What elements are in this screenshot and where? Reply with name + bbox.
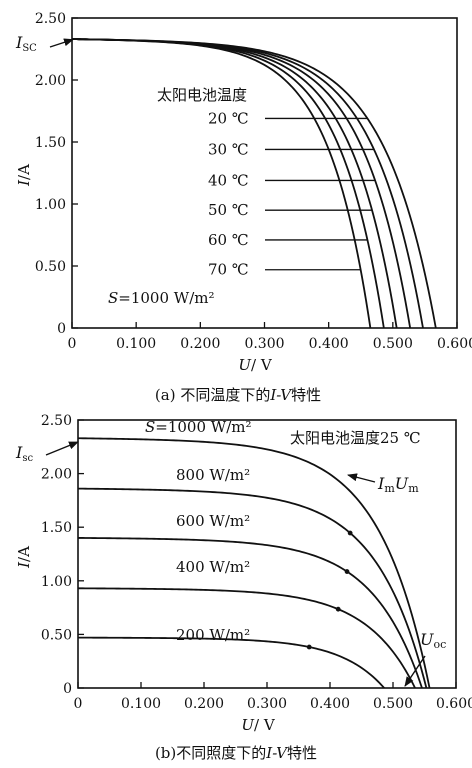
caption-a: (a) 不同温度下的I-V特性: [155, 386, 321, 404]
iv-curves: [77, 437, 431, 689]
x-tick-label: 0.200: [180, 336, 220, 352]
iv-curves: [71, 38, 437, 329]
irradiance-label-2: 600 W/m²: [176, 512, 250, 530]
irradiance-label-3: 400 W/m²: [176, 558, 250, 576]
x-tick-label: 0: [74, 696, 83, 712]
y-tick-label: 0.50: [35, 259, 66, 275]
temperature-label-4: 60 ℃: [208, 231, 249, 249]
legend-title: 太阳电池温度: [157, 86, 247, 104]
panel-a-temperature-chart: 0 0.50 1.00 1.50 2.00 2.50 0 0.100 0.200 0.300 0.…: [15, 11, 472, 404]
iv-curve-1: [77, 487, 428, 689]
panel-b-irradiance-chart: 0 0.50 1.00 1.50 2.00 2.50 0 0.100 0.200 0.300 0.…: [15, 413, 472, 762]
irradiance-label-1: 800 W/m²: [176, 466, 250, 484]
x-tick-label: 0.300: [244, 336, 284, 352]
iv-curve-0: [77, 437, 431, 689]
irradiance-label-0: S=1000 W/m²: [145, 418, 252, 436]
iv-curve-2: [77, 537, 423, 689]
iv-curve-0: [71, 38, 437, 329]
y-tick-label: 2.50: [41, 413, 72, 429]
x-tick-labels: 0 0.100 0.200 0.300 0.400 0.500 0.600: [68, 336, 472, 352]
temperature-label-2: 40 ℃: [208, 171, 249, 189]
temperature-labels: 20 ℃ 30 ℃ 40 ℃ 50 ℃ 60 ℃ 70 ℃: [208, 109, 249, 278]
temperature-label-5: 70 ℃: [208, 261, 249, 279]
isc-label: Isc: [15, 443, 33, 464]
x-axis-label: U/ V: [241, 716, 275, 734]
x-tick-label: 0.500: [373, 696, 413, 712]
y-tick-label: 2.00: [41, 467, 72, 483]
y-tick-label: 1.50: [41, 520, 72, 536]
plot-frame: [77, 419, 457, 689]
y-tick-label: 0.50: [41, 627, 72, 643]
iv-curve-4: [78, 636, 385, 689]
temperature-leader-lines: [265, 117, 376, 271]
x-tick-label: 0.500: [373, 336, 413, 352]
mpp-arrow: [347, 473, 376, 483]
max-power-points: [306, 530, 353, 650]
x-tick-labels: 0 0.100 0.200 0.300 0.400 0.500 0.600: [74, 696, 472, 712]
y-tick-label: 1.00: [41, 574, 72, 590]
y-tick-label: 1.50: [35, 135, 66, 151]
caption-b: (b)不同照度下的I-V特性: [155, 744, 317, 762]
temperature-label-1: 30 ℃: [208, 140, 249, 158]
isc-arrow: [49, 38, 74, 48]
y-tick-labels: 0 0.50 1.00 1.50 2.00 2.50: [41, 413, 72, 697]
voc-label: Uoc: [420, 630, 446, 651]
y-tick-label: 0: [63, 681, 72, 697]
y-tick-labels: 0 0.50 1.00 1.50 2.00 2.50: [35, 11, 66, 337]
x-tick-label: 0.200: [184, 696, 224, 712]
isc-arrow: [45, 441, 79, 456]
mpp-dot-3: [335, 606, 341, 612]
irradiance-label-4: 200 W/m²: [176, 626, 250, 644]
iv-curve-5: [71, 38, 372, 329]
x-tick-label: 0.100: [121, 696, 161, 712]
mpp-label: ImUm: [377, 474, 419, 495]
x-tick-label: 0.400: [310, 696, 350, 712]
x-tick-label: 0.100: [116, 336, 156, 352]
mpp-dot-2: [344, 569, 350, 574]
x-tick-label: 0.600: [437, 336, 472, 352]
x-tick-label: 0.600: [436, 696, 472, 712]
mpp-dot-4: [306, 644, 312, 650]
temperature-label: 太阳电池温度25 ℃: [290, 429, 421, 447]
voc-arrow: [404, 655, 426, 687]
axis-ticks: [71, 17, 458, 329]
axis-ticks: [77, 419, 457, 689]
isc-label: ISC: [15, 33, 37, 54]
x-tick-label: 0.300: [247, 696, 287, 712]
x-tick-label: 0.400: [309, 336, 349, 352]
y-axis-label: I/A: [15, 164, 33, 187]
condition-label: S=1000 W/m²: [108, 289, 215, 307]
y-tick-label: 2.50: [35, 11, 66, 27]
irradiance-labels: S=1000 W/m² 800 W/m² 600 W/m² 400 W/m² 200 W…: [145, 418, 252, 644]
temperature-label-0: 20 ℃: [208, 109, 249, 127]
y-tick-label: 2.00: [35, 73, 66, 89]
iv-curve-3: [77, 587, 416, 689]
mpp-dot-1: [347, 530, 353, 536]
y-tick-label: 0: [57, 321, 66, 337]
temperature-label-3: 50 ℃: [208, 201, 249, 219]
x-tick-label: 0: [68, 336, 77, 352]
y-tick-label: 1.00: [35, 197, 66, 213]
y-axis-label: I/A: [15, 546, 33, 569]
x-axis-label: U/ V: [238, 356, 272, 374]
